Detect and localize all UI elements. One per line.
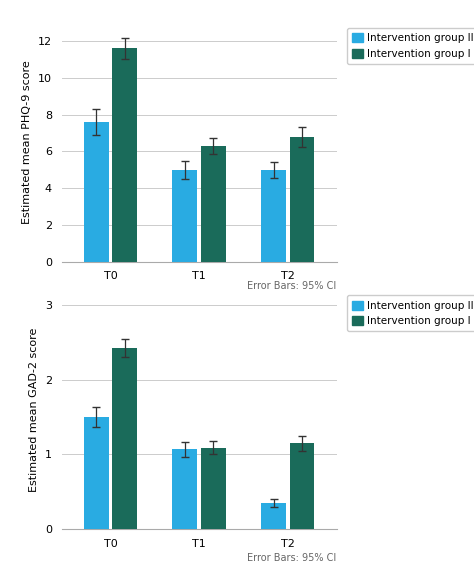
- Bar: [112, 48, 137, 262]
- Bar: [173, 450, 197, 529]
- Legend: Intervention group II, Intervention group I: Intervention group II, Intervention grou…: [347, 295, 474, 332]
- Text: Error Bars: 95% CI: Error Bars: 95% CI: [247, 553, 337, 563]
- Bar: [290, 137, 314, 262]
- Legend: Intervention group II, Intervention group I: Intervention group II, Intervention grou…: [347, 28, 474, 64]
- Y-axis label: Estimated mean PHQ-9 score: Estimated mean PHQ-9 score: [22, 60, 32, 224]
- Bar: [201, 448, 226, 529]
- Bar: [173, 170, 197, 262]
- Bar: [201, 146, 226, 262]
- Bar: [84, 417, 109, 529]
- Bar: [84, 122, 109, 262]
- Bar: [112, 348, 137, 529]
- Bar: [261, 170, 286, 262]
- Bar: [261, 503, 286, 529]
- Y-axis label: Estimated mean GAD-2 score: Estimated mean GAD-2 score: [29, 328, 39, 492]
- Text: Error Bars: 95% CI: Error Bars: 95% CI: [247, 281, 337, 291]
- Bar: [290, 443, 314, 529]
